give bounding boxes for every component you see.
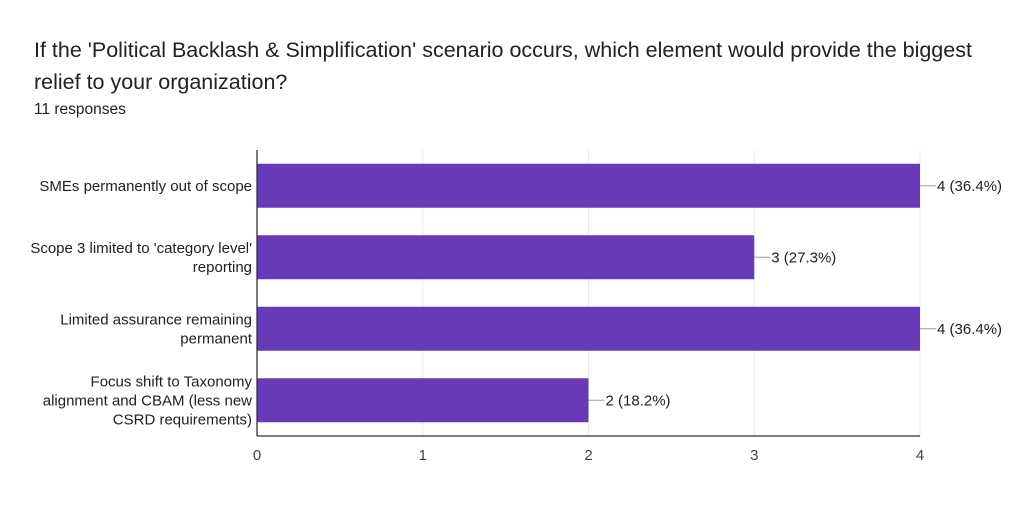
- x-tick-label: 3: [750, 447, 758, 464]
- category-label: Focus shift to Taxonomy alignment and CBA…: [43, 373, 253, 428]
- x-tick-label: 1: [419, 447, 427, 464]
- category-label: Limited assurance remaining permanent: [60, 311, 253, 347]
- page-title: If the 'Political Backlash & Simplificat…: [34, 38, 972, 94]
- category-label-line: Focus shift to Taxonomy: [91, 373, 253, 390]
- data-label: 3 (27.3%): [771, 249, 836, 266]
- category-label-line: SMEs permanently out of scope: [39, 178, 252, 195]
- axes: [256, 150, 920, 437]
- bar: [257, 235, 755, 280]
- bar: [257, 378, 589, 423]
- category-label-line: CSRD requirements): [113, 411, 252, 428]
- x-tick-label: 0: [253, 447, 261, 464]
- category-label: Scope 3 limited to 'category level' repor…: [30, 240, 252, 276]
- response-count: 11 responses: [34, 101, 126, 118]
- data-label: 4 (36.4%): [937, 178, 1002, 195]
- labels: 0 1 2 3 4 4 (36.4%) SMEs permanently out of sc…: [30, 178, 1002, 464]
- category-label-line: alignment and CBAM (less new: [43, 392, 252, 409]
- category-label-line: permanent: [180, 330, 253, 347]
- x-tick-label: 4: [916, 447, 924, 464]
- category-label-line: Limited assurance remaining: [60, 311, 252, 328]
- category-label: SMEs permanently out of scope: [39, 178, 252, 195]
- bars: [257, 163, 936, 423]
- data-label: 2 (18.2%): [606, 392, 671, 409]
- category-label-line: Scope 3 limited to 'category level': [30, 240, 252, 257]
- category-label-line: reporting: [193, 259, 252, 276]
- data-label: 4 (36.4%): [937, 321, 1002, 338]
- x-tick-label: 2: [584, 447, 592, 464]
- bar: [257, 163, 920, 208]
- bar: [257, 306, 920, 351]
